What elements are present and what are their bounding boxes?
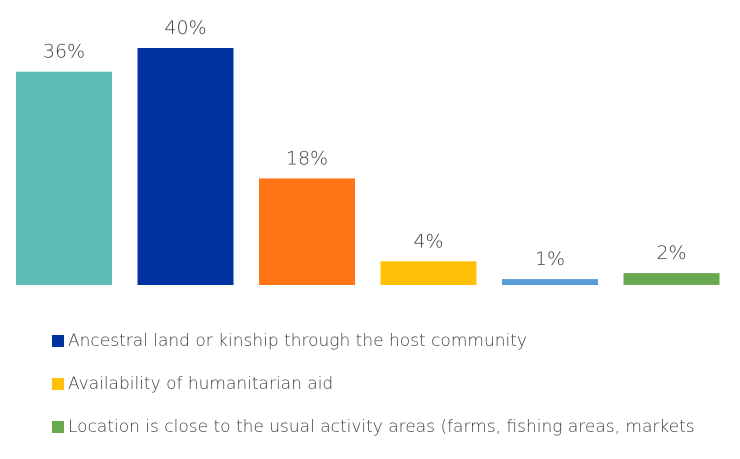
bar-value-label-6: 2% xyxy=(656,242,686,264)
legend-item-humanitarian-aid: Availability of humanitarian aid xyxy=(52,373,695,395)
bar-value-label-2: 40% xyxy=(164,17,206,39)
bar-value-label-3: 18% xyxy=(286,147,328,169)
bar-chart: 36% 40% 18% 4% 1% 2% xyxy=(16,17,720,285)
legend-item-ancestral-land: Ancestral land or kinship through the ho… xyxy=(52,330,695,352)
bar-1 xyxy=(16,71,112,285)
legend-label-activity-areas: Location is close to the usual activity … xyxy=(68,417,695,437)
value-labels-group: 36% 40% 18% 4% 1% 2% xyxy=(43,17,687,270)
bars-group xyxy=(16,48,720,285)
bar-value-label-4: 4% xyxy=(413,230,443,252)
legend-swatch-activity-areas xyxy=(52,421,64,433)
legend-swatch-ancestral-land xyxy=(52,335,64,347)
bar-2 xyxy=(137,48,234,285)
legend: Ancestral land or kinship through the ho… xyxy=(52,330,695,459)
bar-4 xyxy=(380,261,477,285)
legend-item-activity-areas: Location is close to the usual activity … xyxy=(52,416,695,438)
bar-5 xyxy=(502,279,598,285)
bar-value-label-1: 36% xyxy=(43,41,85,63)
legend-swatch-humanitarian-aid xyxy=(52,378,64,390)
legend-label-ancestral-land: Ancestral land or kinship through the ho… xyxy=(68,331,527,351)
bar-value-label-5: 1% xyxy=(535,248,565,270)
bar-6 xyxy=(623,273,720,285)
bar-3 xyxy=(259,178,355,285)
legend-label-humanitarian-aid: Availability of humanitarian aid xyxy=(68,374,334,394)
